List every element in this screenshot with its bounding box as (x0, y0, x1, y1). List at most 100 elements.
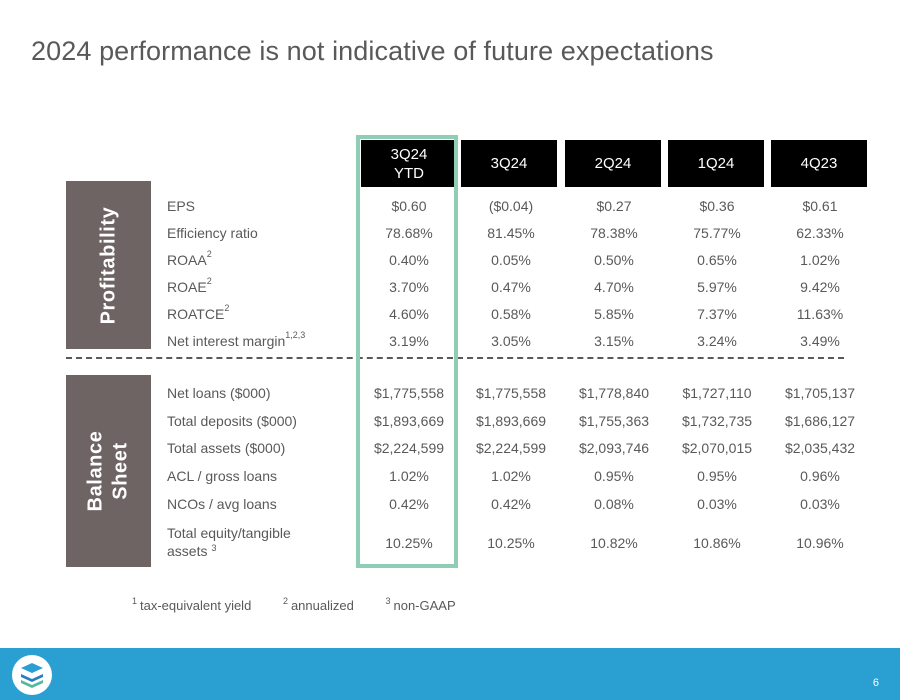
row-label-text: Efficiency ratio (167, 225, 258, 241)
table-cell: 0.40% (389, 252, 429, 268)
table-cell: 0.03% (697, 496, 737, 512)
table-cell: $2,224,599 (475, 440, 547, 456)
section-label-profitability: Profitability (66, 181, 151, 349)
table-cell: ($0.04) (488, 198, 534, 214)
table-cell: 78.38% (590, 225, 638, 241)
table-cell: 1.02% (389, 468, 429, 484)
row-label-text: Total equity/tangible assets (167, 525, 291, 559)
row-label-text: Total deposits ($000) (167, 413, 297, 429)
row-label: ROATCE2 (167, 303, 230, 322)
table-cell: 10.25% (385, 535, 433, 551)
row-label-text: EPS (167, 198, 196, 214)
row-label-text: ROATCE (167, 306, 225, 322)
table-cell: $0.61 (802, 198, 838, 214)
footnote: 2 annualized (283, 596, 368, 613)
row-label-text: ACL / gross loans (167, 468, 277, 484)
table-cell: $1,727,110 (682, 385, 752, 401)
row-label-footnote: 2 (206, 249, 212, 259)
section-label-balance-sheet: Balance Sheet (66, 375, 151, 567)
table-cell: $1,775,558 (373, 385, 445, 401)
row-label: EPS (167, 198, 195, 214)
section-label-text: Balance Sheet (84, 430, 132, 512)
footnote-number: 3 (385, 596, 391, 606)
table-cell: 4.60% (389, 306, 429, 322)
table-cell: $0.27 (596, 198, 632, 214)
table-cell: 0.50% (594, 252, 634, 268)
page-title: 2024 performance is not indicative of fu… (31, 36, 714, 66)
section-divider (66, 357, 844, 359)
row-label: Efficiency ratio (167, 225, 258, 241)
row-label-text: Total assets ($000) (167, 440, 286, 456)
row-label: Total equity/tangible assets 3 (167, 524, 291, 560)
row-label-footnote: 2 (224, 303, 230, 313)
table-cell: 0.96% (800, 468, 840, 484)
table-cell: $2,093,746 (578, 440, 650, 456)
table-cell: 81.45% (487, 225, 535, 241)
row-label-footnote: 1,2,3 (285, 330, 306, 340)
table-cell: 10.86% (693, 535, 741, 551)
table-cell: $1,686,127 (784, 413, 856, 429)
table-cell: 5.97% (697, 279, 737, 295)
footnote-text: annualized (290, 598, 354, 613)
table-cell: 62.33% (796, 225, 844, 241)
table-cell: $2,224,599 (373, 440, 445, 456)
table-cell: $1,755,363 (578, 413, 650, 429)
table-cell: 10.25% (487, 535, 535, 551)
table-cell: $0.60 (391, 198, 427, 214)
row-label: Total deposits ($000) (167, 413, 297, 429)
row-label: ROAE2 (167, 276, 212, 295)
table-cell: $2,035,432 (784, 440, 856, 456)
table-cell: 0.95% (697, 468, 737, 484)
table-cell: 0.42% (389, 496, 429, 512)
table-cell: $0.36 (699, 198, 735, 214)
footnote: 1 tax-equivalent yield (132, 596, 265, 613)
table-cell: 0.05% (491, 252, 531, 268)
table-cell: 5.85% (594, 306, 634, 322)
table-cell: 0.47% (491, 279, 531, 295)
table-cell: 7.37% (697, 306, 737, 322)
column-header-3q24-ytd: 3Q24 YTD (361, 140, 457, 187)
table-cell: 10.82% (590, 535, 638, 551)
table-cell: 3.15% (594, 333, 634, 349)
table-cell: 0.08% (594, 496, 634, 512)
table-cell: 75.77% (693, 225, 741, 241)
row-label-text: Net interest margin (167, 333, 286, 349)
footnotes: 1 tax-equivalent yield 2 annualized 3 non-G… (132, 596, 484, 613)
table-cell: 10.96% (796, 535, 844, 551)
row-label-text: Net loans ($000) (167, 385, 271, 401)
row-label: Net interest margin1,2,3 (167, 330, 306, 349)
row-label: Total assets ($000) (167, 440, 285, 456)
row-label: NCOs / avg loans (167, 496, 277, 512)
column-header-2q24: 2Q24 (565, 140, 661, 187)
table-cell: 3.24% (697, 333, 737, 349)
footnote-number: 1 (132, 596, 138, 606)
table-cell: $1,732,735 (681, 413, 753, 429)
table-cell: $2,070,015 (681, 440, 753, 456)
row-label: ROAA2 (167, 249, 212, 268)
table-cell: 3.49% (800, 333, 840, 349)
table-cell: $1,893,669 (373, 413, 445, 429)
row-label-footnote: 2 (206, 276, 212, 286)
footer-bar: 6 (0, 648, 900, 700)
table-cell: 9.42% (800, 279, 840, 295)
column-header-4q23: 4Q23 (771, 140, 867, 187)
table-cell: $1,775,558 (475, 385, 547, 401)
table-cell: 0.58% (491, 306, 531, 322)
footnote-text: non-GAAP (393, 598, 456, 613)
table-cell: 1.02% (491, 468, 531, 484)
row-label-text: NCOs / avg loans (167, 496, 277, 512)
table-cell: $1,778,840 (578, 385, 650, 401)
table-cell: 11.63% (796, 306, 844, 322)
table-cell: 3.05% (491, 333, 531, 349)
page-number: 6 (872, 677, 879, 689)
table-cell: $1,893,669 (475, 413, 547, 429)
table-cell: $1,705,137 (784, 385, 856, 401)
column-header-3q24: 3Q24 (461, 140, 557, 187)
table-cell: 78.68% (385, 225, 433, 241)
row-label-footnote: 3 (211, 543, 217, 553)
table-cell: 0.95% (594, 468, 634, 484)
footnote: 3 non-GAAP (385, 596, 469, 613)
table-cell: 0.03% (800, 496, 840, 512)
table-cell: 1.02% (800, 252, 840, 268)
footnote-text: tax-equivalent yield (140, 598, 252, 613)
